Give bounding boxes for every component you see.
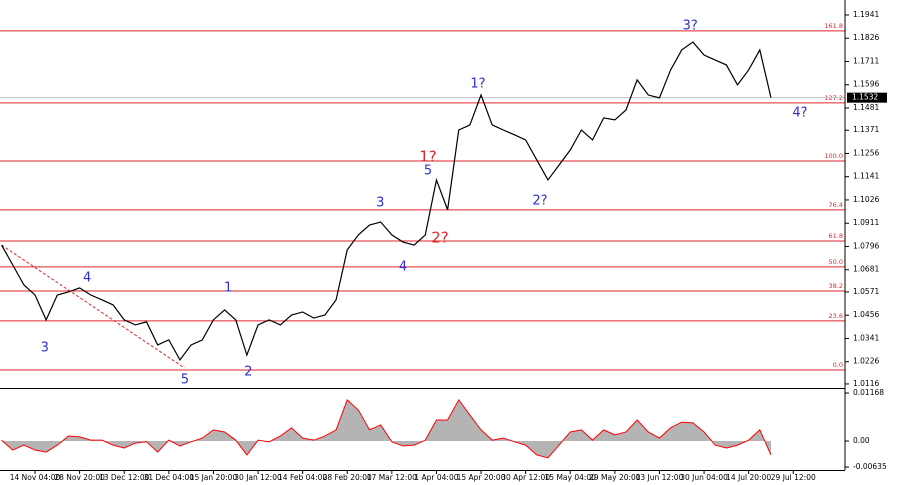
wave-label: 3	[41, 340, 49, 355]
x-tick-label: 29 May 20:00	[589, 473, 641, 482]
x-tick-label: 14 Feb 04:00	[278, 473, 327, 482]
y-tick-label: 1.0571	[853, 287, 879, 296]
wave-label: 4	[399, 259, 407, 274]
x-tick-label: 28 Feb 20:00	[323, 473, 372, 482]
x-tick-label: 28 Nov 20:00	[54, 473, 105, 482]
wave-label: 5	[424, 163, 432, 178]
fib-label: 61.8	[829, 232, 843, 240]
x-tick-label: 15 Apr 20:00	[457, 473, 506, 482]
y-tick-label: 1.0116	[853, 379, 879, 388]
wave-label: 2?	[431, 228, 449, 246]
x-tick-label: 13 Jun 12:00	[636, 473, 684, 482]
wave-label: 4	[83, 271, 91, 286]
y-tick-label: 1.1711	[853, 56, 879, 65]
wave-label: 3?	[683, 18, 698, 33]
fib-label: 161.8	[824, 22, 843, 30]
fib-label: 38.2	[829, 282, 843, 290]
x-tick-label: 14 Jul 20:00	[726, 473, 771, 482]
wave-label: 1	[224, 280, 232, 295]
wave-label: 1?	[419, 147, 437, 165]
fib-label: 50.0	[829, 258, 843, 266]
y-tick-label: 1.1826	[853, 33, 879, 42]
y-tick-label: 1.0226	[853, 357, 879, 366]
x-tick-label: 14 Nov 04:00	[10, 473, 61, 482]
x-tick-label: 17 Mar 12:00	[367, 473, 417, 482]
x-tick-label: 30 Apr 12:00	[501, 473, 550, 482]
y-tick-label: 0.01168	[853, 388, 884, 397]
x-tick-label: 30 Jan 12:00	[234, 473, 282, 482]
y-tick-label: 1.1141	[853, 172, 879, 181]
x-tick-label: 29 Jul 12:00	[771, 473, 816, 482]
y-tick-label: 1.0341	[853, 333, 879, 342]
y-tick-label: 1.0911	[853, 218, 879, 227]
last-price-box	[847, 92, 887, 103]
last-price-label: 1.1532	[852, 93, 878, 102]
y-tick-label: 1.0456	[853, 310, 879, 319]
x-tick-label: 1 Apr 04:00	[414, 473, 458, 482]
wave-label: 5	[181, 372, 189, 387]
y-tick-label: 1.1596	[853, 80, 879, 89]
fib-label: 100.0	[824, 152, 843, 160]
y-tick-label: 1.0796	[853, 241, 879, 250]
fib-label: 23.6	[829, 312, 843, 320]
fib-label: 76.4	[829, 201, 843, 209]
y-tick-label: -0.00635	[853, 462, 887, 471]
x-tick-label: 15 May 04:00	[545, 473, 597, 482]
y-tick-label: 1.1256	[853, 148, 879, 157]
x-tick-label: 13 Dec 12:00	[99, 473, 150, 482]
wave-label: 2?	[532, 193, 547, 208]
y-tick-label: 1.1371	[853, 125, 879, 134]
wave-label: 3	[376, 195, 384, 210]
wave-label: 1?	[470, 76, 485, 91]
fib-label: 0.0	[833, 361, 843, 369]
trend-line	[1, 244, 185, 369]
x-tick-label: 15 Jan 20:00	[190, 473, 238, 482]
wave-label: 4?	[792, 106, 807, 121]
y-tick-label: 1.0681	[853, 265, 879, 274]
y-tick-label: 0.00	[853, 436, 870, 445]
wave-label: 2	[244, 365, 252, 380]
y-tick-label: 1.1026	[853, 195, 879, 204]
y-tick-label: 1.1941	[853, 10, 879, 19]
x-tick-label: 31 Dec 04:00	[144, 473, 195, 482]
price-line	[1, 41, 772, 362]
oscillator-line	[1, 398, 772, 459]
x-tick-label: 30 Jun 04:00	[680, 473, 728, 482]
y-tick-label: 1.1481	[853, 103, 879, 112]
